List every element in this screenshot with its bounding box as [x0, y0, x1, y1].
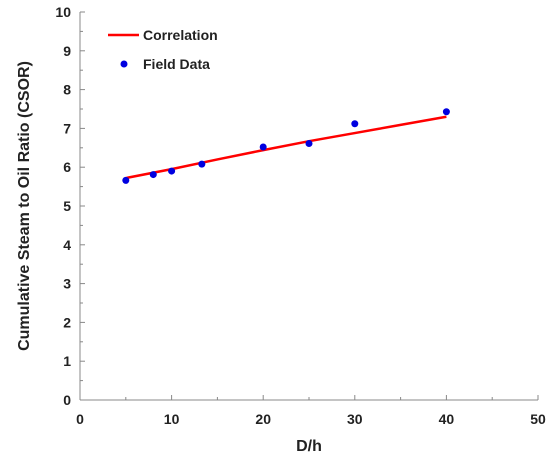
field-data-point — [305, 140, 313, 148]
field-data-point — [149, 171, 157, 179]
field-data-point — [122, 176, 130, 184]
y-tick-label: 6 — [63, 159, 71, 175]
series-layer — [122, 108, 450, 184]
y-tick-label: 0 — [63, 392, 71, 408]
y-tick-label: 7 — [63, 120, 71, 136]
x-axis-title: D/h — [296, 438, 322, 455]
y-tick-label: 10 — [55, 4, 71, 20]
x-tick-label: 50 — [530, 411, 546, 427]
y-tick-label: 9 — [63, 43, 71, 59]
y-axis-title: Cumulative Steam to Oil Ratio (CSOR) — [16, 61, 33, 351]
correlation-line — [125, 115, 447, 180]
field-data-point — [351, 120, 359, 128]
legend: Correlation Field Data — [108, 27, 218, 72]
legend-correlation-label: Correlation — [143, 27, 218, 43]
x-tick-label: 10 — [164, 411, 180, 427]
x-tick-label: 30 — [347, 411, 363, 427]
y-tick-label: 5 — [63, 198, 71, 214]
field-data-point — [168, 167, 176, 175]
x-ticks: 0 10 20 30 40 50 — [76, 395, 546, 427]
field-data-point — [198, 160, 206, 168]
y-tick-label: 3 — [63, 276, 71, 292]
y-ticks: 0 1 2 3 4 5 6 7 8 9 10 — [55, 4, 85, 408]
y-tick-label: 1 — [63, 353, 71, 369]
x-tick-label: 20 — [255, 411, 271, 427]
y-tick-label: 2 — [63, 314, 71, 330]
x-tick-label: 0 — [76, 411, 84, 427]
legend-field-data-swatch — [120, 60, 128, 68]
legend-field-data-label: Field Data — [143, 56, 210, 72]
y-tick-label: 4 — [63, 237, 71, 253]
y-tick-label: 8 — [63, 82, 71, 98]
field-data-point — [442, 108, 450, 116]
x-tick-label: 40 — [439, 411, 455, 427]
field-data-point — [259, 143, 267, 151]
